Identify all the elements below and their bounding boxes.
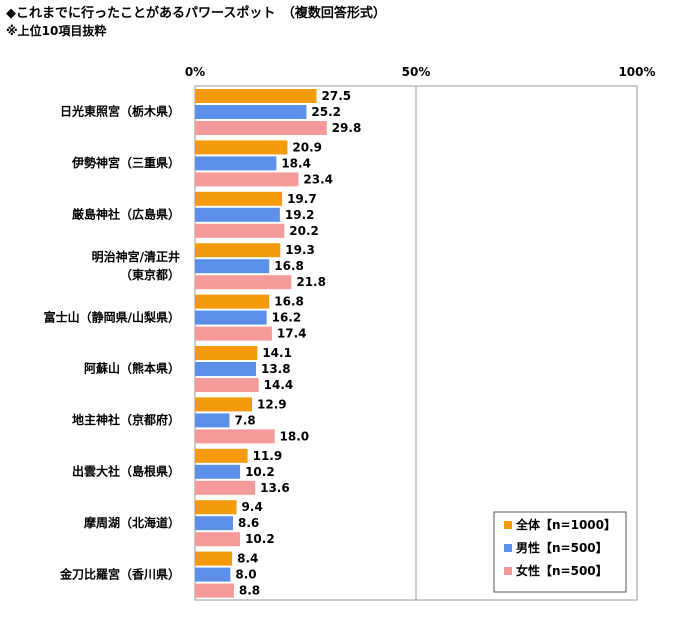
bar-total <box>195 397 253 412</box>
data-label-female: 14.4 <box>264 378 294 392</box>
data-label-male: 19.2 <box>285 208 315 222</box>
bar-total <box>195 346 258 360</box>
data-label-total: 20.9 <box>292 140 322 154</box>
bar-male <box>195 516 234 531</box>
data-label-male: 8.0 <box>235 568 256 582</box>
category-label: 摩周湖（北海道） <box>84 515 180 530</box>
bar-total <box>195 191 283 206</box>
category-label: 富士山（静岡県/山梨県） <box>44 309 180 324</box>
data-label-male: 10.2 <box>245 465 275 479</box>
data-label-female: 20.2 <box>289 224 319 238</box>
bar-male <box>195 105 307 119</box>
data-label-male: 18.4 <box>281 156 311 170</box>
data-label-female: 29.8 <box>332 121 362 135</box>
bar-female <box>195 378 259 392</box>
bar-female <box>195 326 272 341</box>
category-label: 日光東照宮（栃木県） <box>60 104 180 119</box>
legend-label-male: 男性【n=500】 <box>516 540 608 555</box>
category-label: 出雲大社（島根県） <box>72 464 180 479</box>
data-label-total: 19.7 <box>287 192 317 206</box>
category-label: 阿蘇山（熊本県） <box>84 361 180 376</box>
data-label-female: 17.4 <box>277 327 307 341</box>
x-tick-label: 0% <box>185 65 205 79</box>
x-tick-label: 50% <box>402 65 431 79</box>
data-label-female: 21.8 <box>296 275 326 289</box>
bar-total <box>195 551 233 566</box>
data-label-total: 27.5 <box>322 89 352 103</box>
data-label-total: 12.9 <box>257 397 287 411</box>
bar-total <box>195 243 281 258</box>
data-label-male: 13.8 <box>261 362 291 376</box>
bar-male <box>195 567 231 582</box>
category-label: 伊勢神宮（三重県） <box>71 155 180 170</box>
bar-male <box>195 310 267 325</box>
data-label-total: 8.4 <box>237 552 258 566</box>
bar-female <box>195 532 241 547</box>
data-label-total: 14.1 <box>262 346 292 360</box>
bar-male <box>195 259 270 274</box>
bar-total <box>195 294 270 309</box>
data-label-male: 16.8 <box>274 259 304 273</box>
x-tick-label: 100% <box>618 65 655 79</box>
data-label-female: 13.6 <box>260 481 290 495</box>
data-label-female: 10.2 <box>245 532 275 546</box>
bar-male <box>195 413 230 428</box>
category-label: 金刀比羅宮（香川県） <box>59 566 180 581</box>
chart-subtitle: ※上位10項目抜粋 <box>6 24 107 38</box>
bar-total <box>195 500 237 515</box>
bar-male <box>195 207 280 222</box>
bar-female <box>195 172 299 187</box>
bar-female <box>195 480 256 495</box>
chart-title: ◆これまでに行ったことがあるパワースポット （複数回答形式） <box>6 6 386 21</box>
legend-swatch-female <box>504 567 512 575</box>
bar-male <box>195 362 256 376</box>
data-label-total: 11.9 <box>253 449 283 463</box>
data-label-female: 18.0 <box>280 429 310 443</box>
bar-female <box>195 583 234 598</box>
category-label: （東京都） <box>120 267 180 282</box>
bar-total <box>195 140 288 155</box>
bar-total <box>195 448 248 463</box>
category-label: 地主神社（京都府） <box>72 412 180 427</box>
bar-total <box>195 89 317 103</box>
bar-female <box>195 429 275 444</box>
category-label: 明治神宮/清正井 <box>92 249 180 264</box>
data-label-total: 16.8 <box>274 295 304 309</box>
data-label-total: 9.4 <box>242 500 263 514</box>
data-label-male: 8.6 <box>238 516 259 530</box>
legend-label-total: 全体【n=1000】 <box>515 517 616 532</box>
legend-swatch-total <box>504 521 512 529</box>
bar-male <box>195 464 241 479</box>
legend-label-female: 女性【n=500】 <box>516 563 608 578</box>
bar-female <box>195 275 292 290</box>
legend-swatch-male <box>504 544 512 552</box>
bar-female <box>195 223 285 238</box>
data-label-male: 7.8 <box>234 413 255 427</box>
data-label-female: 23.4 <box>303 172 333 186</box>
legend-box <box>493 511 627 593</box>
data-label-male: 25.2 <box>311 105 341 119</box>
category-label: 厳島神社（広島県） <box>72 207 180 222</box>
bar-female <box>195 121 327 135</box>
bar-male <box>195 156 277 171</box>
data-label-male: 16.2 <box>272 311 302 325</box>
data-label-total: 19.3 <box>285 243 315 257</box>
data-label-female: 8.8 <box>239 584 260 598</box>
